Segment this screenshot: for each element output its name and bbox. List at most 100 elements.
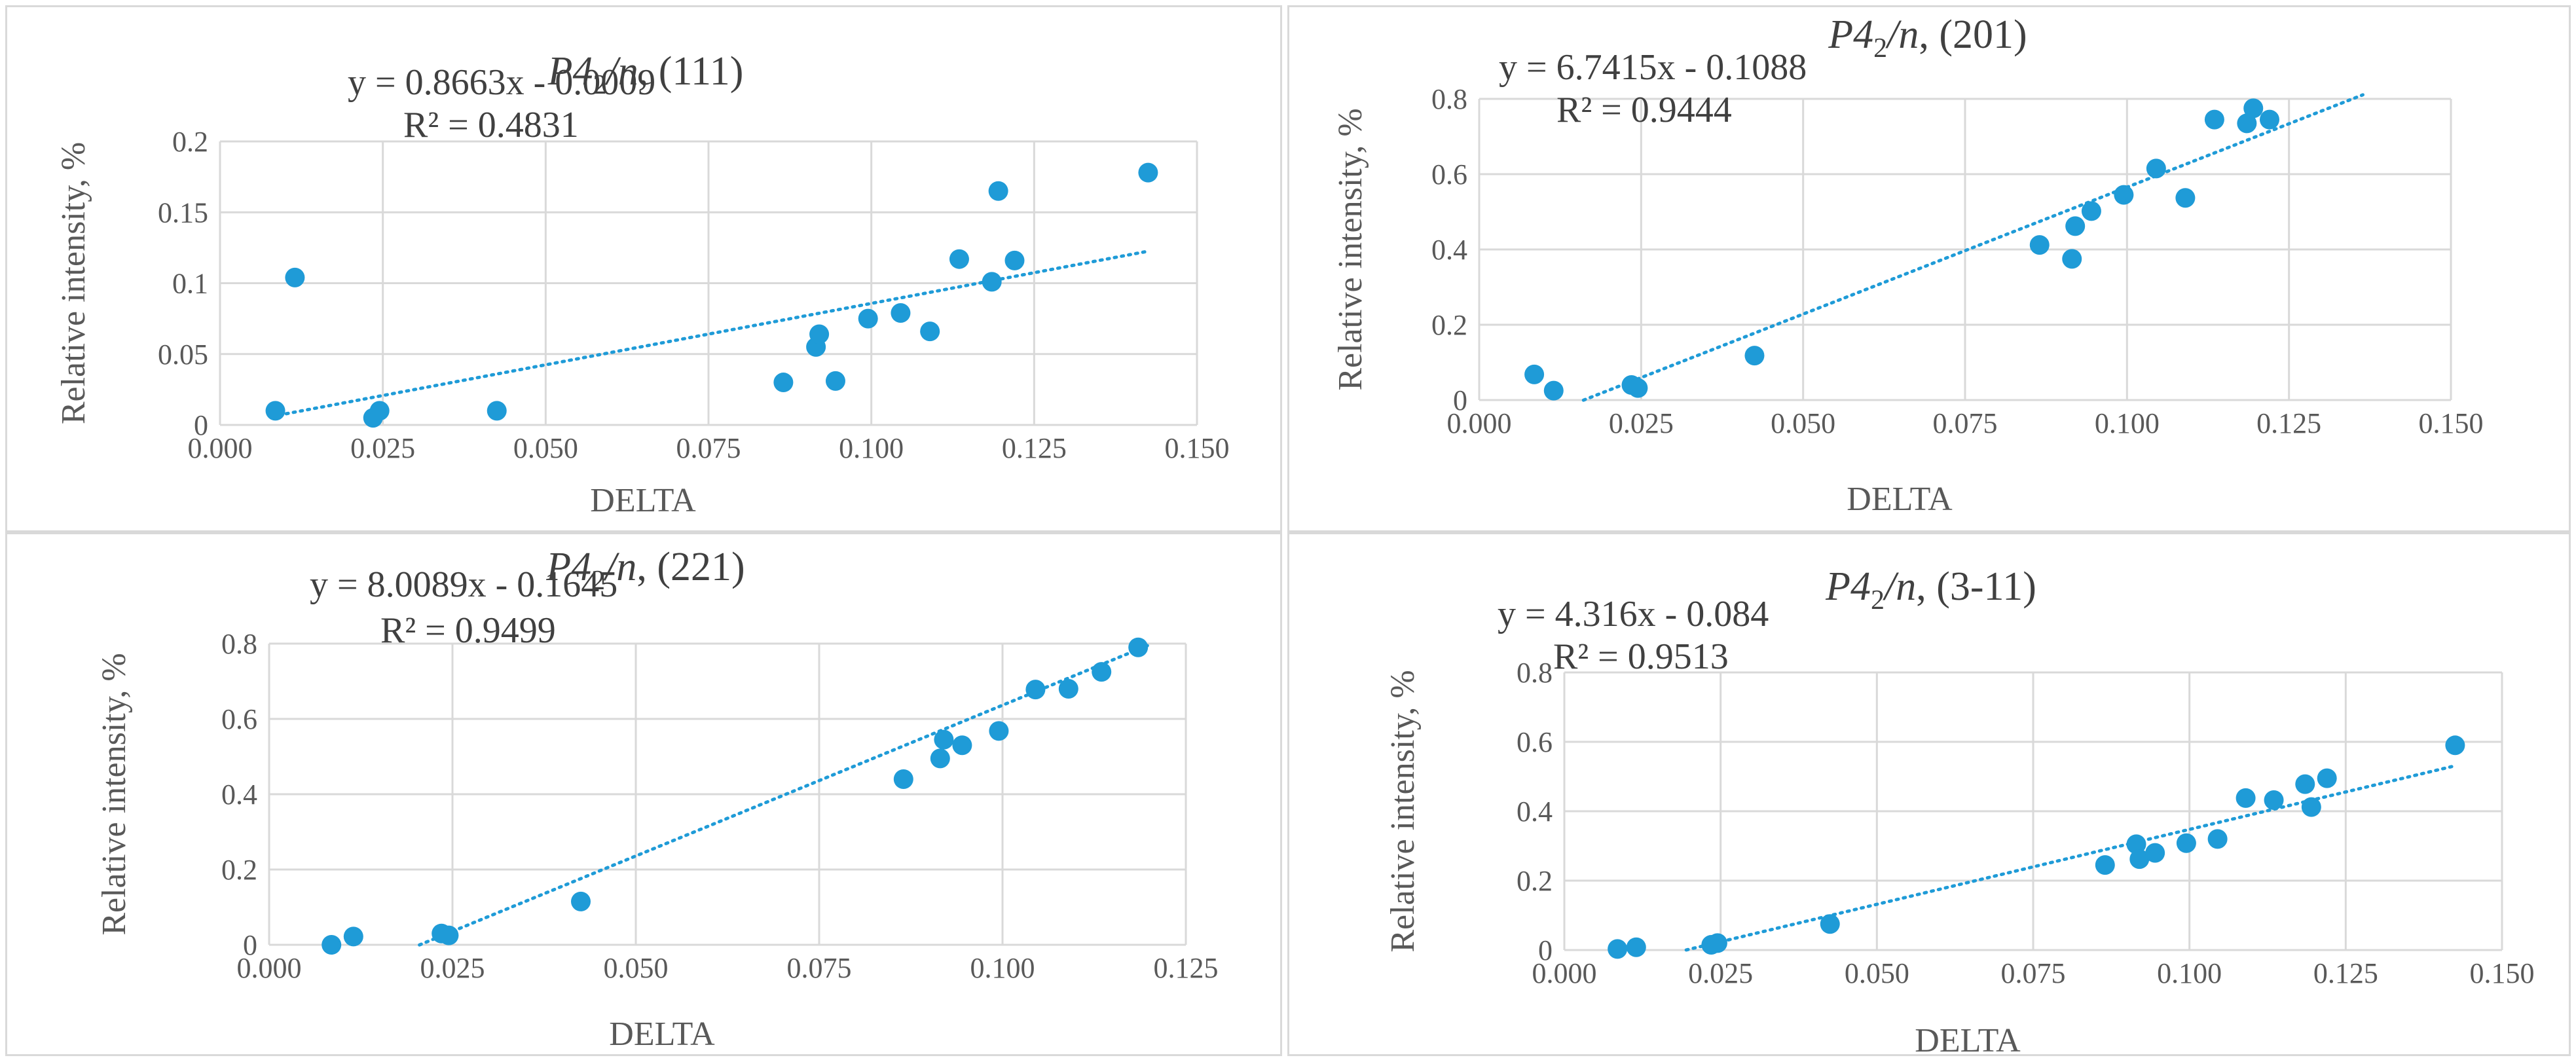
data-point — [2317, 768, 2337, 788]
y-axis-label: Relative intensity, % — [96, 653, 133, 935]
y-tick-label: 0.1 — [172, 268, 208, 300]
title-main: P4 — [1825, 564, 1871, 609]
x-tick-label: 0.050 — [1771, 407, 1835, 439]
y-tick-label: 0.6 — [1431, 158, 1467, 191]
data-point — [2126, 834, 2146, 854]
y-tick-label: 0.4 — [1517, 796, 1553, 828]
data-point — [934, 729, 954, 750]
data-point — [571, 891, 591, 911]
x-tick-label: 0.050 — [1845, 957, 1909, 989]
data-point — [2129, 849, 2150, 870]
data-point — [773, 373, 794, 393]
x-tick-label: 0.125 — [2256, 407, 2321, 439]
data-point — [2145, 843, 2165, 863]
x-tick-label: 0.025 — [1688, 957, 1753, 989]
data-point — [1744, 346, 1765, 366]
data-point — [2029, 235, 2050, 255]
data-point — [2301, 797, 2321, 817]
x-tick-label: 0.050 — [604, 952, 669, 984]
title-rest: , (111) — [638, 49, 744, 94]
y-tick-label: 0 — [1538, 934, 1553, 966]
y-axis-label: Relative intensity, % — [1384, 670, 1422, 952]
data-point — [982, 272, 1002, 292]
x-axis-label: DELTA — [590, 482, 696, 519]
data-point — [952, 735, 972, 756]
data-point — [858, 308, 878, 329]
data-point — [825, 371, 845, 391]
title-subscript: 2 — [1871, 585, 1885, 615]
data-point — [1626, 937, 1646, 957]
data-point — [893, 769, 913, 789]
x-tick-label: 0.125 — [1154, 952, 1219, 984]
r-squared: R² = 0.4831 — [403, 105, 579, 145]
data-point — [1092, 662, 1112, 682]
title-main: P4 — [545, 545, 591, 589]
trendline — [1581, 93, 2364, 402]
chart-panel-201: 0.000 0.025 0.050 0.075 0.100 0.125 0.150 0 0.2 0… — [1287, 5, 2571, 532]
data-point — [439, 925, 459, 945]
y-tick-label: 0.2 — [221, 854, 257, 886]
x-tick-label: 0.150 — [2470, 957, 2535, 989]
data-point — [2264, 790, 2284, 811]
data-point — [949, 249, 969, 269]
trendline — [418, 644, 1150, 947]
data-point — [2204, 109, 2224, 130]
title-rest: , (221) — [636, 545, 745, 589]
x-tick-label: 0.100 — [839, 432, 904, 464]
r-squared: R² = 0.9444 — [1556, 90, 1732, 130]
y-tick-label: 0.15 — [158, 196, 208, 229]
data-point — [2062, 249, 2082, 269]
data-point — [265, 401, 285, 421]
r-squared: R² = 0.9513 — [1553, 636, 1729, 677]
x-tick-label: 0.125 — [1002, 432, 1067, 464]
trendline-equation: y = 0.8663x - 0.0009 — [348, 62, 655, 103]
data-point — [1707, 933, 1727, 953]
data-point — [2207, 829, 2228, 849]
title-subscript: 2 — [1873, 33, 1887, 64]
data-point — [285, 267, 305, 287]
x-axis-label: DELTA — [1847, 481, 1953, 518]
y-tick-label: 0.8 — [221, 628, 257, 660]
x-tick-label: 0.050 — [513, 432, 578, 464]
data-point — [2259, 109, 2279, 130]
x-tick-label: 0.025 — [350, 432, 415, 464]
data-point — [988, 181, 1008, 201]
data-point — [2146, 158, 2166, 179]
title-subscript: 2 — [593, 70, 606, 100]
data-point — [2175, 188, 2196, 208]
data-point — [2236, 788, 2256, 808]
data-point — [1058, 679, 1078, 699]
chart-title: P42/n, (3-11) — [1825, 564, 2036, 615]
data-point — [2445, 735, 2465, 756]
y-tick-label: 0.05 — [158, 339, 208, 371]
title-italic: /n — [604, 49, 638, 94]
x-tick-label: 0.075 — [2001, 957, 2066, 989]
chart-panel-221: 0.000 0.025 0.050 0.075 0.100 0.125 0 0.2 0.4 0.6… — [5, 532, 1282, 1056]
trendline — [1684, 765, 2454, 952]
data-point — [1138, 162, 1158, 183]
chart-3-11: 0.000 0.025 0.050 0.075 0.100 0.125 0.150 0 0.2 0… — [1384, 564, 2535, 1058]
y-axis-label: Relative intensity, % — [55, 142, 92, 424]
chart-title: P42/n, (111) — [547, 49, 744, 100]
x-tick-label: 0.025 — [420, 952, 485, 984]
data-point — [1004, 250, 1025, 270]
data-point — [891, 302, 911, 323]
x-tick-label: 0.075 — [1933, 407, 1998, 439]
title-italic: /n — [603, 545, 636, 589]
x-tick-label: 0.150 — [2419, 407, 2484, 439]
data-point — [2295, 774, 2315, 794]
title-main: P4 — [1828, 12, 1873, 57]
x-tick-label: 0.150 — [1165, 432, 1230, 464]
y-tick-label: 0.4 — [1431, 234, 1467, 266]
data-point — [1524, 364, 1545, 384]
chart-111: 0.000 0.025 0.050 0.075 0.100 0.125 0.150 0 0.05… — [55, 49, 1230, 519]
trendline-equation: y = 6.7415x - 0.1088 — [1499, 47, 1807, 88]
x-tick-label: 0.125 — [2313, 957, 2378, 989]
x-tick-label: 0.025 — [1609, 407, 1674, 439]
chart-221: 0.000 0.025 0.050 0.075 0.100 0.125 0 0.2 0.4 0.6… — [96, 545, 1219, 1053]
data-point — [1128, 637, 1149, 657]
title-subscript: 2 — [591, 566, 605, 596]
chart-panel-3-11: 0.000 0.025 0.050 0.075 0.100 0.125 0.150 0 0.2 0… — [1287, 532, 2571, 1058]
title-rest: , (201) — [1919, 12, 2027, 57]
data-point — [2114, 185, 2134, 205]
